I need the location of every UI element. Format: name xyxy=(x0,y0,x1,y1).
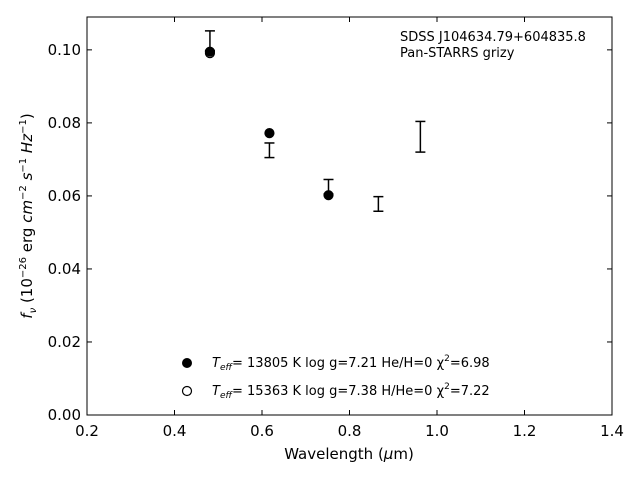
plot-area xyxy=(86,16,613,416)
legend-entry-1: Teff= 13805 K log g=7.21 He/H=0 χ2=6.98 xyxy=(212,354,490,373)
y-tick-label: 0.10 xyxy=(48,41,81,59)
y-tick-label: 0.02 xyxy=(48,333,81,351)
y-axis-ticks: 0.00 0.02 0.04 0.06 0.08 0.10 xyxy=(48,41,612,424)
error-bar xyxy=(415,120,426,153)
annotation-object-name: SDSS J104634.79+604835.8 xyxy=(400,30,586,45)
x-axis-ticks: 0.2 0.4 0.6 0.8 1.0 1.2 1.4 xyxy=(75,17,624,440)
legend-marker-open xyxy=(181,385,193,397)
x-tick-label: 1.4 xyxy=(600,422,624,440)
legend-marker-filled xyxy=(182,358,192,368)
x-tick-label: 1.0 xyxy=(425,422,449,440)
x-tick-label: 0.4 xyxy=(163,422,187,440)
y-tick-label: 0.08 xyxy=(48,114,81,132)
y-tick-label: 0.00 xyxy=(48,406,81,424)
x-tick-label: 0.2 xyxy=(75,422,99,440)
x-tick-label: 0.6 xyxy=(250,422,274,440)
error-bar xyxy=(373,195,384,213)
y-axis-title: fν (10−26 erg cm−2 s−1 Hz−1) xyxy=(18,113,39,318)
model-point-open xyxy=(204,48,216,59)
annotation-survey: Pan-STARRS grizy xyxy=(400,46,515,61)
legend-entry-2: Teff= 15363 K log g=7.38 H/He=0 χ2=7.22 xyxy=(212,382,490,401)
model-point-filled xyxy=(264,128,275,139)
legend: Teff= 13805 K log g=7.21 He/H=0 χ2=6.98 … xyxy=(181,354,490,401)
x-tick-label: 0.8 xyxy=(338,422,362,440)
model-points xyxy=(204,46,334,201)
y-tick-label: 0.04 xyxy=(48,260,81,278)
error-bar xyxy=(264,142,275,159)
y-tick-label: 0.06 xyxy=(48,187,81,205)
x-tick-label: 1.2 xyxy=(513,422,537,440)
x-axis-title: Wavelength (μm) xyxy=(284,445,414,463)
model-point-filled xyxy=(323,190,334,201)
